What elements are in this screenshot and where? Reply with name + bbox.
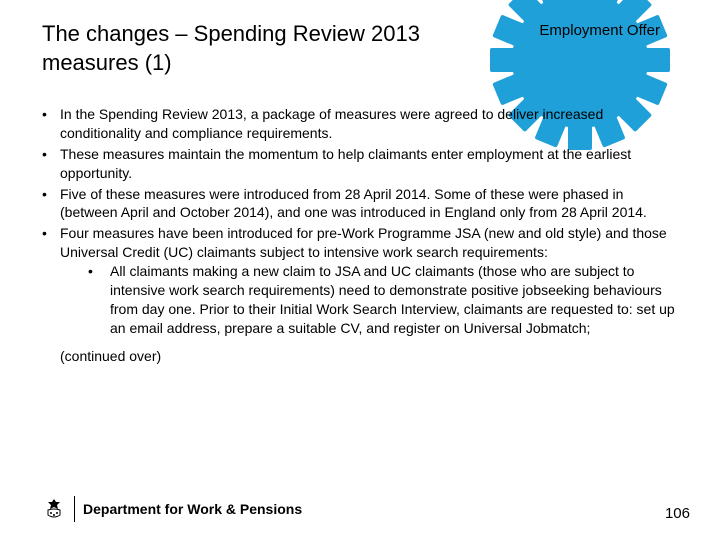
header: Employment Offer The changes – Spending … xyxy=(0,0,720,105)
page-number: 106 xyxy=(665,505,690,522)
crest-icon xyxy=(42,497,66,521)
continued-note: (continued over) xyxy=(60,348,678,364)
badge-label: Employment Offer xyxy=(539,22,660,39)
bullet-list: In the Spending Review 2013, a package o… xyxy=(42,105,678,338)
bullet-item: Five of these measures were introduced f… xyxy=(42,185,678,223)
bullet-text: Four measures have been introduced for p… xyxy=(60,225,667,260)
bullet-item: These measures maintain the momentum to … xyxy=(42,145,678,183)
department-logo: Department for Work & Pensions xyxy=(42,496,302,522)
footer: Department for Work & Pensions 106 xyxy=(42,496,690,522)
page-title: The changes – Spending Review 2013 measu… xyxy=(42,20,462,77)
bullet-item: Four measures have been introduced for p… xyxy=(42,224,678,337)
department-name: Department for Work & Pensions xyxy=(83,501,302,517)
divider xyxy=(74,496,75,522)
bullet-item: In the Spending Review 2013, a package o… xyxy=(42,105,678,143)
content-area: In the Spending Review 2013, a package o… xyxy=(0,105,720,364)
sub-bullet-list: All claimants making a new claim to JSA … xyxy=(60,262,678,338)
sub-bullet-item: All claimants making a new claim to JSA … xyxy=(88,262,678,338)
